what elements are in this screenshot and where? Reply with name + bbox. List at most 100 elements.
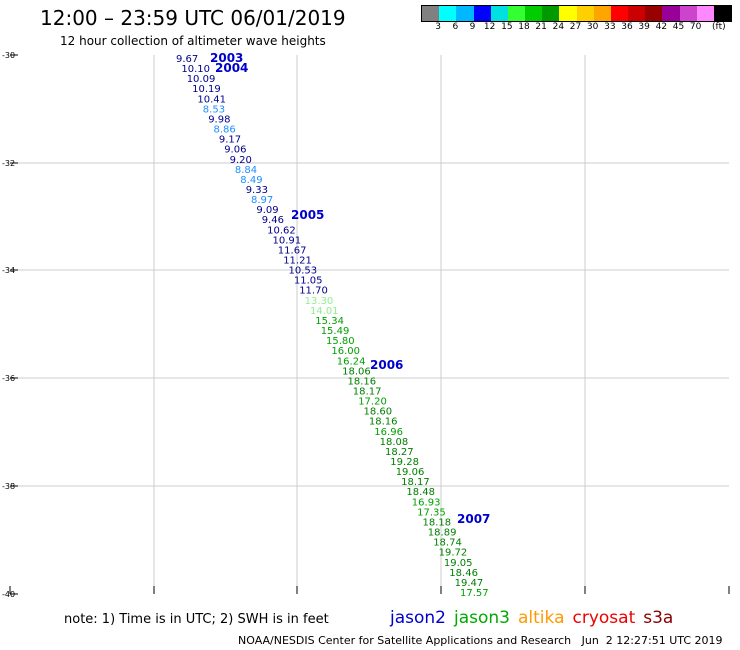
wave-height-label: 10.62 [267,225,296,236]
legend-label: 42 [655,22,668,32]
wave-height-label: 9.33 [246,185,268,196]
wave-height-label: 19.72 [439,548,468,559]
page-subtitle: 12 hour collection of altimeter wave hei… [60,34,326,48]
wave-height-label: 18.17 [401,477,430,488]
wave-height-label: 19.05 [444,558,473,569]
legend-swatch [456,6,474,21]
legend-label: 24 [552,22,565,32]
page-title: 12:00 – 23:59 UTC 06/01/2019 [40,6,346,30]
wave-height-label: 19.28 [390,457,419,468]
y-tick-label: -36 [2,374,15,383]
wave-height-label: 9.98 [208,115,230,126]
footer-credit: NOAA/NESDIS Center for Satellite Applica… [238,634,723,647]
legend-swatch [662,6,680,21]
track-time-label: 2003 [210,51,243,65]
legend-label: 27 [569,22,582,32]
footer-note: note: 1) Time is in UTC; 2) SWH is in fe… [64,612,329,627]
wave-height-label: 18.46 [449,568,478,579]
mission-label-cryosat: cryosat [572,608,636,628]
y-tick-label: -30 [2,51,15,60]
legend-swatch [439,6,457,21]
y-tick-label: -32 [2,159,15,168]
wave-height-label: 10.53 [289,266,318,277]
wave-height-label: 17.35 [417,507,446,518]
wave-height-label: 17.57 [460,588,489,599]
legend-swatch [576,6,594,21]
legend-swatch [679,6,697,21]
wave-height-label: 11.21 [283,256,312,267]
wave-height-label: 10.19 [192,84,221,95]
legend-swatch [713,6,732,21]
track-time-label: 2004 [215,61,248,75]
wave-height-label: 10.10 [181,64,210,75]
wave-height-label: 16.24 [337,356,366,367]
legend-label: 33 [604,22,616,32]
legend-label: 15 [501,22,513,32]
legend-swatch [593,6,611,21]
legend-label: 18 [518,22,530,32]
legend-swatch [473,6,491,21]
legend-swatch [490,6,508,21]
observation-labels: 9.6710.1010.0910.1910.418.539.988.869.17… [176,54,489,599]
legend-label: 36 [621,22,633,32]
wave-height-label: 18.16 [348,376,377,387]
wave-height-label: 18.48 [406,487,435,498]
legend-label: (ft) [712,22,726,32]
legend-label: 9 [469,22,476,32]
legend-swatch [628,6,646,21]
wave-height-label: 19.06 [396,467,425,478]
legend-swatch [559,6,577,21]
wave-height-label: 19.47 [455,578,484,589]
wave-height-label: 9.67 [176,54,198,65]
legend-swatch [525,6,543,21]
track-time-label: 2006 [370,358,403,372]
wave-height-label: 8.84 [235,165,257,176]
mission-label-jason2: jason2 [390,608,446,628]
wave-height-label: 11.05 [294,276,323,287]
legend-swatch [507,6,526,21]
mission-legend: jason2 jason3 altika cryosat s3a [390,608,681,628]
wave-height-label: 18.17 [353,387,382,398]
legend-label: 21 [535,22,547,32]
legend-label: 45 [672,22,685,32]
y-tick-label: -34 [2,266,15,275]
legend-label: 30 [586,22,599,32]
legend-label: 70 [689,22,702,32]
wave-height-label: 18.89 [428,528,457,539]
wave-height-label: 18.16 [369,417,398,428]
legend-swatch [696,6,714,21]
legend-swatch [610,6,629,21]
wave-height-label: 9.06 [224,145,246,156]
wave-height-label: 11.67 [278,245,307,256]
wave-height-label: 13.30 [305,296,334,307]
wave-height-label: 15.34 [315,316,344,327]
mission-label-s3a: s3a [643,608,674,628]
wave-height-label: 9.09 [256,205,278,216]
wave-height-label: 18.74 [433,538,462,549]
wave-height-label: 16.96 [374,427,403,438]
wave-height-label: 18.08 [380,437,409,448]
wave-height-label: 17.20 [358,397,387,408]
wave-height-label: 8.97 [251,195,273,206]
legend-swatch [542,6,560,21]
color-legend-bar [421,5,732,22]
y-axis-ticks: -30 -32 -34 -36 -38 -40 [2,51,18,599]
wave-height-label: 11.70 [299,286,328,297]
track-time-label: 2007 [457,512,490,526]
wave-height-label: 18.18 [423,518,452,529]
wave-height-label: 15.80 [326,336,355,347]
wave-height-label: 18.60 [364,407,393,418]
legend-label: 39 [638,22,650,32]
legend-swatch [422,6,440,21]
mission-label-altika: altika [518,608,565,628]
legend-swatch [645,6,663,21]
wave-height-label: 18.06 [342,366,371,377]
wave-height-map: -30-32-34-36-38-40 606366697275 9.6710.1… [2,51,730,599]
wave-height-label: 8.53 [203,104,225,115]
wave-height-label: 10.41 [197,94,226,105]
wave-height-label: 9.20 [230,155,252,166]
track-time-label: 2005 [291,208,324,222]
color-legend-labels: 3 6 9 12 15 18 21 24 27 30 33 36 39 42 45 70 (ft) [421,22,732,34]
legend-label: 12 [483,22,496,32]
